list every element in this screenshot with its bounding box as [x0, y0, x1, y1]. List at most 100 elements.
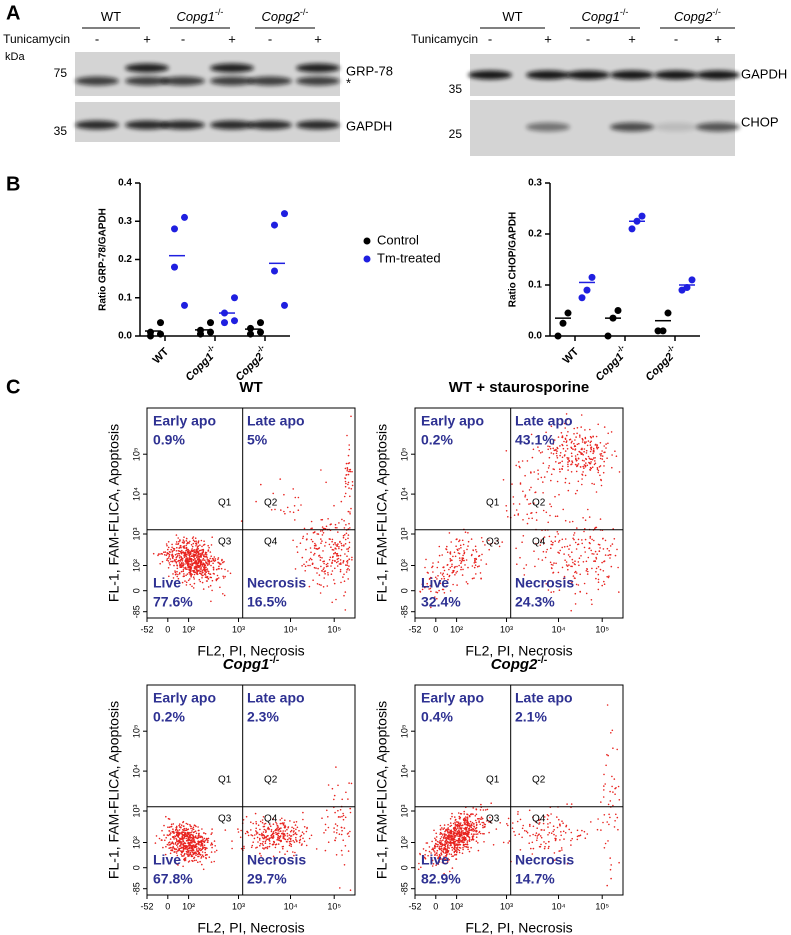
event-dot	[568, 564, 570, 566]
event-dot	[440, 836, 443, 838]
event-dot	[210, 564, 212, 567]
event-dot	[344, 538, 347, 541]
event-dot	[191, 550, 193, 552]
event-dot	[268, 845, 271, 848]
event-dot	[250, 829, 252, 831]
event-dot	[192, 849, 195, 852]
quadrant-label: Live	[153, 575, 181, 591]
event-dot	[263, 823, 266, 825]
event-dot	[335, 832, 338, 834]
event-dot	[460, 840, 462, 842]
event-dot	[556, 455, 558, 457]
event-dot	[183, 837, 185, 840]
event-dot	[263, 825, 266, 828]
event-dot	[292, 851, 294, 853]
event-dot	[449, 830, 452, 833]
event-dot	[449, 566, 452, 569]
event-dot	[438, 861, 441, 863]
event-dot	[589, 535, 592, 538]
event-dot	[275, 821, 277, 824]
event-dot	[552, 468, 554, 470]
event-dot	[438, 855, 441, 857]
event-dot	[272, 492, 275, 495]
event-dot	[266, 835, 268, 838]
event-dot	[299, 838, 302, 841]
event-dot	[305, 844, 308, 847]
event-dot	[194, 835, 197, 837]
event-dot	[174, 848, 176, 851]
event-dot	[272, 835, 275, 837]
event-dot	[606, 753, 608, 756]
event-dot	[614, 450, 616, 453]
event-dot	[476, 833, 479, 835]
event-dot	[570, 452, 573, 455]
event-dot	[607, 840, 609, 842]
event-dot	[262, 844, 265, 846]
event-dot	[182, 570, 185, 573]
event-dot	[203, 832, 205, 834]
event-dot	[458, 835, 461, 838]
event-dot	[441, 574, 444, 576]
event-dot	[613, 778, 616, 780]
event-dot	[306, 827, 308, 830]
event-dot	[543, 841, 545, 843]
event-dot	[607, 803, 610, 806]
event-dot	[240, 829, 242, 832]
event-dot	[340, 542, 343, 545]
event-dot	[447, 843, 449, 845]
event-dot	[442, 850, 444, 852]
event-dot	[451, 867, 454, 869]
event-dot	[577, 457, 580, 460]
event-dot	[303, 826, 306, 828]
blot-band	[248, 76, 292, 86]
event-dot	[200, 562, 203, 564]
event-dot	[558, 818, 560, 821]
event-dot	[456, 584, 458, 586]
event-dot	[558, 850, 560, 852]
genotype-label-main: Copg2	[674, 9, 713, 24]
event-dot	[486, 808, 489, 811]
event-dot	[585, 592, 588, 595]
event-dot	[161, 839, 163, 841]
event-dot	[187, 564, 189, 567]
event-dot	[290, 829, 293, 832]
event-dot	[584, 465, 587, 468]
event-dot	[339, 809, 342, 811]
event-dot	[187, 832, 190, 835]
event-dot	[581, 478, 583, 480]
event-dot	[438, 545, 441, 548]
event-dot	[344, 492, 347, 495]
event-dot	[452, 827, 455, 830]
event-dot	[557, 571, 560, 574]
event-dot	[473, 833, 475, 836]
event-dot	[471, 553, 473, 556]
event-dot	[444, 855, 447, 857]
event-dot	[211, 579, 214, 582]
event-dot	[273, 832, 275, 835]
event-dot	[289, 830, 292, 833]
event-dot	[213, 860, 215, 863]
gate-label: Q2	[264, 497, 278, 508]
event-dot	[185, 581, 188, 584]
event-dot	[480, 537, 483, 539]
event-dot	[192, 542, 195, 545]
event-dot	[306, 538, 308, 540]
event-dot	[348, 462, 351, 464]
event-dot	[462, 557, 465, 560]
event-dot	[324, 849, 327, 852]
event-dot	[264, 836, 266, 838]
event-dot	[213, 840, 216, 842]
x-tick-label: 10²	[182, 624, 195, 634]
event-dot	[348, 835, 350, 838]
event-dot	[428, 588, 430, 590]
y-tick-label: 10⁴	[399, 764, 409, 778]
event-dot	[179, 539, 181, 541]
event-dot	[315, 548, 318, 550]
event-dot	[175, 534, 178, 536]
event-dot	[434, 576, 437, 579]
event-dot	[434, 847, 436, 850]
event-dot	[192, 536, 195, 538]
event-dot	[460, 566, 463, 568]
event-dot	[473, 566, 476, 569]
event-dot	[562, 447, 565, 450]
